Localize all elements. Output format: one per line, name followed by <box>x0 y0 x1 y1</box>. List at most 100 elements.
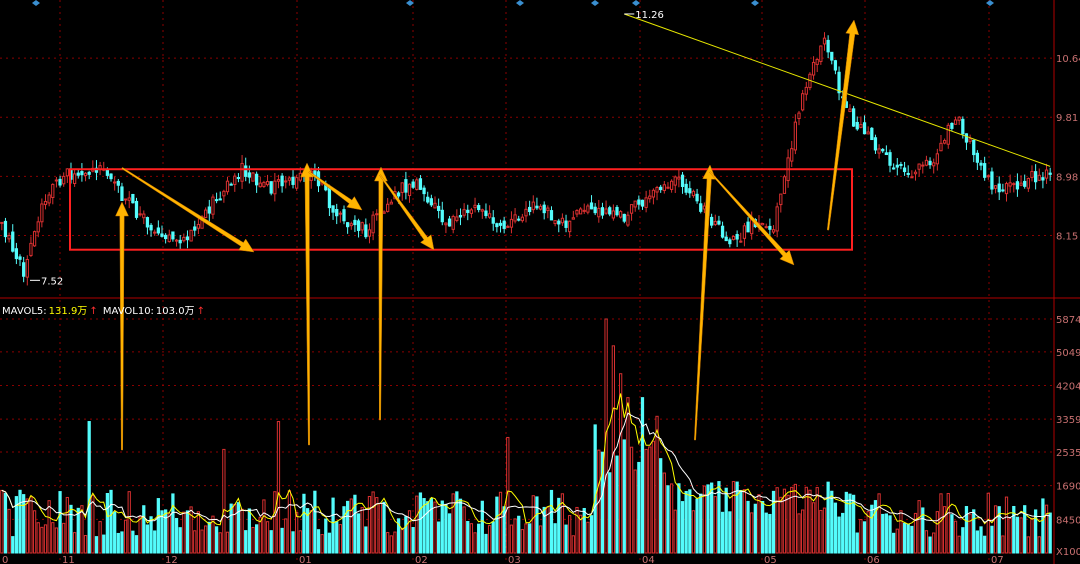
candle-body <box>244 165 248 177</box>
volume-bar <box>386 532 390 554</box>
annotation-arrow <box>115 201 129 451</box>
volume-bar <box>1048 512 1052 554</box>
volume-bar <box>528 523 532 554</box>
candle-body <box>473 204 477 209</box>
candle-body <box>571 217 575 220</box>
candle-body <box>910 176 914 179</box>
volume-bar <box>728 511 732 554</box>
volume-tick-label: 2535 <box>1056 448 1080 459</box>
volume-bar <box>979 526 983 554</box>
candle-body <box>957 116 961 121</box>
volume-bar <box>629 446 634 554</box>
candle-body <box>40 203 44 223</box>
candle-body <box>1030 171 1034 178</box>
volume-bar <box>116 532 120 554</box>
candle-body <box>109 173 113 180</box>
volume-bar <box>287 490 292 554</box>
candle-body <box>771 229 776 233</box>
month-tick-label: 11 <box>62 555 75 564</box>
candle-body <box>346 222 350 228</box>
candle-body <box>557 220 561 225</box>
candle-body <box>1033 171 1038 183</box>
candle-body <box>899 164 903 167</box>
volume-bar <box>138 516 142 554</box>
volume-bar <box>600 451 605 554</box>
candle-body <box>593 206 597 214</box>
candle-body <box>131 193 135 204</box>
candle-body <box>123 198 128 201</box>
volume-bar <box>36 522 40 554</box>
candle-body <box>386 203 390 212</box>
candle-body <box>404 179 408 193</box>
candle-body <box>983 163 987 178</box>
volume-bar <box>983 535 987 554</box>
resistance-trendline <box>624 13 1051 167</box>
candle-body <box>437 205 441 211</box>
candle-body <box>520 216 524 222</box>
volume-bar <box>691 510 696 554</box>
candle-body <box>211 196 215 215</box>
candle-body <box>640 199 645 207</box>
volume-bar <box>608 472 612 554</box>
candle-body <box>775 206 779 232</box>
volume-tick-label: 1690 <box>1056 482 1080 493</box>
volume-bar <box>47 500 51 554</box>
candle-body <box>739 240 743 243</box>
volume-bar <box>174 517 179 554</box>
candle-body <box>680 174 685 187</box>
candle-body <box>411 181 415 188</box>
volume-bar <box>713 496 717 554</box>
candle-body <box>0 221 4 224</box>
volume-bar <box>189 506 193 554</box>
candle-body <box>447 218 452 227</box>
volume-bar <box>553 523 557 554</box>
candle-body <box>149 224 153 231</box>
volume-bar <box>684 490 688 554</box>
volume-bar <box>51 522 55 554</box>
volume-bar <box>393 531 397 554</box>
volume-bar <box>484 533 488 554</box>
volume-bar <box>11 536 15 554</box>
volume-bar <box>433 501 437 554</box>
candle-body <box>204 209 208 219</box>
volume-bar <box>218 532 222 554</box>
volume-bar <box>644 448 648 554</box>
candle-body <box>484 210 488 217</box>
volume-bar <box>487 525 492 554</box>
candle-body <box>105 168 110 176</box>
candle-body <box>964 133 969 143</box>
candle-body <box>462 209 466 216</box>
candle-body <box>7 234 11 240</box>
volume-bar <box>72 532 77 554</box>
candle-body <box>1044 169 1049 179</box>
mavol5-line <box>1 393 1051 531</box>
volume-bar <box>1023 505 1027 554</box>
candle-body <box>895 164 899 168</box>
candle-body <box>790 148 794 162</box>
volume-bar <box>229 503 233 554</box>
price-tick-label: 8.15 <box>1056 231 1078 242</box>
candle-body <box>913 171 918 175</box>
candle-body <box>207 206 211 214</box>
volume-bar <box>214 526 219 554</box>
volume-bar <box>808 489 812 554</box>
volume-bar <box>542 506 546 554</box>
candle-body <box>637 199 641 205</box>
volume-bar <box>342 506 346 554</box>
annotation-arrow <box>709 171 795 266</box>
volume-bar <box>109 489 113 554</box>
volume-indicator-legend: MAVOL5: 131.9万 ↑ MAVOL10: 103.0万 ↑ <box>2 302 207 317</box>
candle-body <box>644 197 648 208</box>
candle-body <box>171 231 175 240</box>
candle-body <box>156 227 160 234</box>
volume-bar <box>881 513 885 554</box>
volume-bar <box>804 486 808 554</box>
candle-body <box>258 182 262 188</box>
candle-body <box>917 163 921 170</box>
volume-bar <box>265 521 270 554</box>
candle-body <box>480 209 484 212</box>
volume-bar <box>651 440 656 554</box>
candle-body <box>655 187 659 193</box>
volume-bar <box>389 535 393 554</box>
